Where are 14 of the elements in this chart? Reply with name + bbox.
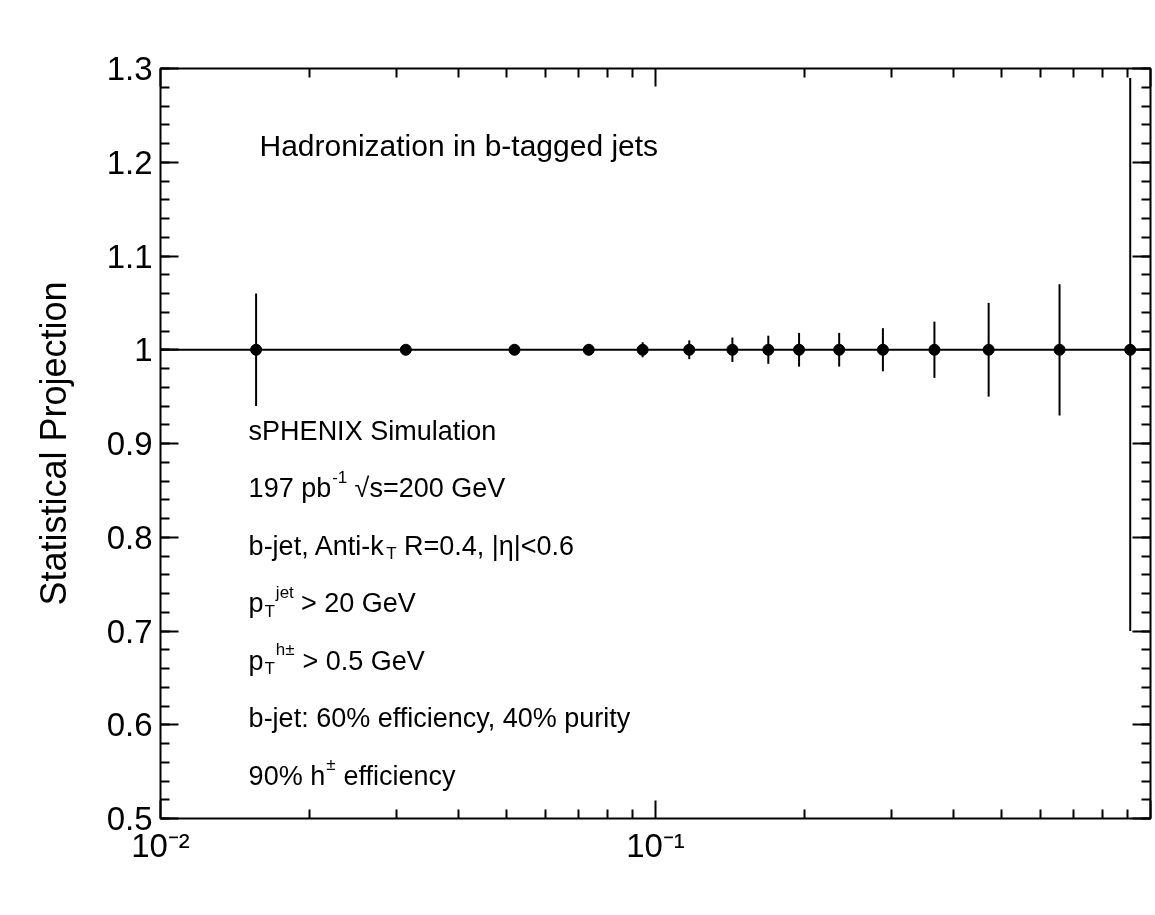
- text: Hadronization in b-tagged jets: [259, 129, 659, 162]
- annotation: 90% h± efficiency: [248, 755, 456, 791]
- y-tick-label: 1.3: [106, 50, 153, 87]
- y-tick-label: 1: [134, 331, 153, 369]
- y-tick-label: 1.1: [106, 237, 153, 275]
- y-tick-label: 0.7: [106, 612, 153, 650]
- annotation: sPHENIX Simulation: [248, 415, 497, 446]
- annotation: b-jet: 60% efficiency, 40% purity: [248, 703, 631, 733]
- y-tick-label: 0.6: [106, 706, 153, 744]
- y-tick-label: 1.2: [106, 143, 153, 181]
- y-axis-title: Statistical Projection: [32, 281, 74, 606]
- y-tick-label: 0.9: [106, 425, 153, 462]
- x-tick-label: 10⁻¹: [626, 826, 685, 864]
- y-tick-label: 0.8: [106, 518, 153, 556]
